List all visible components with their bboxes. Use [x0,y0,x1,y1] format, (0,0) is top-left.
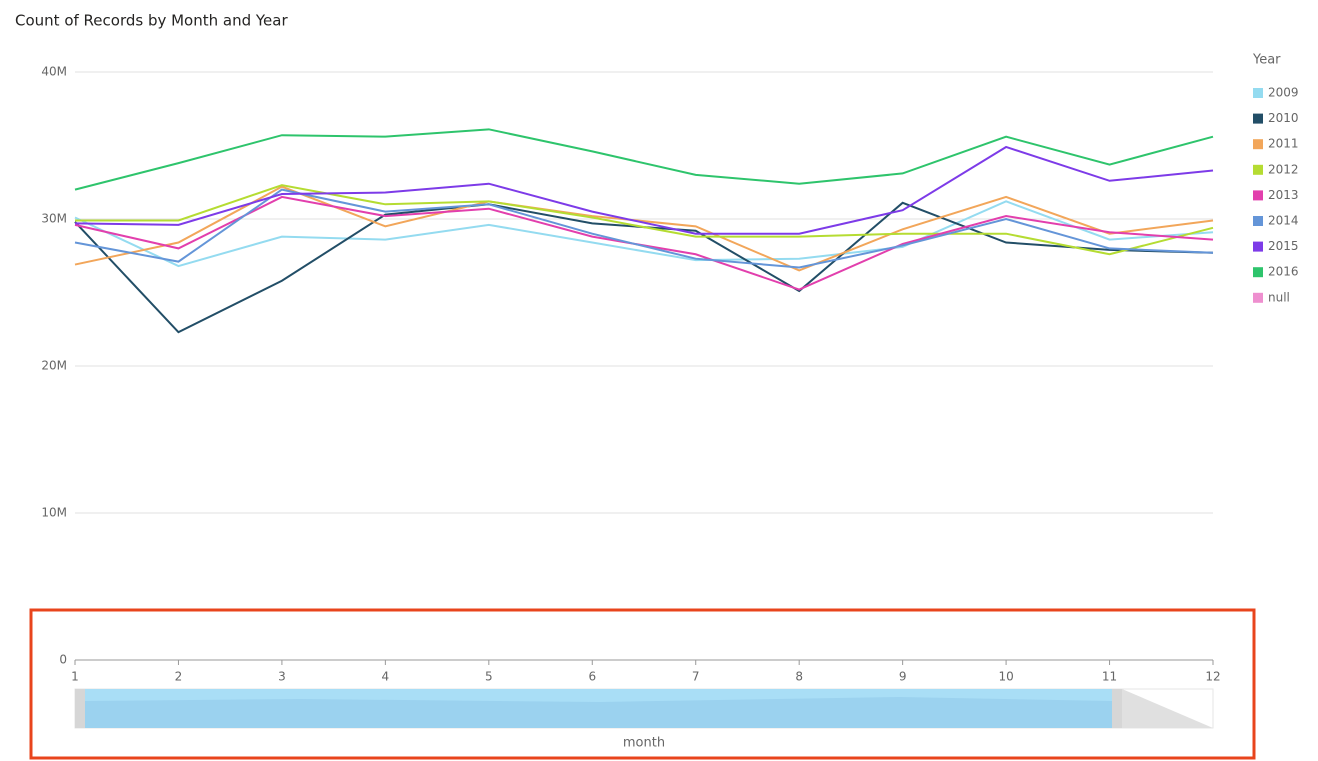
series-line [74,145,1214,235]
y-tick-label: 20M [41,359,67,373]
legend-label: null [1268,290,1290,304]
legend-label: 2016 [1268,265,1299,279]
legend-label: 2011 [1268,137,1299,151]
y-tick-label: 30M [41,212,67,226]
slider-handle[interactable] [75,689,85,728]
legend-swatch [1253,113,1263,124]
x-tick-label: 8 [795,670,803,684]
legend-label: 2012 [1268,162,1299,176]
x-tick-label: 6 [588,670,596,684]
legend-swatch [1253,164,1263,175]
highlight-box [29,608,1256,760]
x-tick-label: 4 [382,670,390,684]
legend-swatch [1253,241,1263,252]
legend-label: 2009 [1268,86,1299,100]
series-line [75,184,1214,256]
series-line [74,188,1214,269]
slider-shade [1122,689,1213,728]
legend-label: 2014 [1268,214,1299,228]
x-tick-label: 7 [692,670,700,684]
legend-swatch [1253,267,1263,278]
series-line [74,185,1214,272]
slider-preview [85,697,1112,728]
legend-swatch [1253,139,1263,150]
y-tick-label: 40M [41,65,67,79]
slider-handle[interactable] [1112,689,1122,728]
legend-label: 2010 [1268,111,1299,125]
y-tick-label: 0 [59,653,67,667]
x-tick-label: 3 [278,670,286,684]
legend-title: Year [1252,53,1281,68]
x-tick-label: 5 [485,670,493,684]
x-tick-label: 1 [71,670,79,684]
legend-swatch [1253,216,1263,226]
y-tick-label: 10M [41,506,67,520]
x-tick-label: 10 [998,670,1013,684]
x-tick-label: 11 [1102,670,1117,684]
range-slider[interactable] [74,688,1214,729]
x-axis-title: month [623,736,665,751]
legend-swatch [1253,292,1263,303]
legend-swatch [1253,88,1263,98]
legend-label: 2015 [1268,239,1299,253]
x-tick-label: 2 [175,670,183,684]
series-line [74,128,1214,191]
x-tick-label: 9 [899,670,907,684]
series-line [74,200,1214,268]
x-tick-label: 12 [1205,670,1220,684]
legend-swatch [1253,190,1263,201]
chart-title: Count of Records by Month and Year [15,12,288,30]
legend-label: 2013 [1268,188,1299,202]
